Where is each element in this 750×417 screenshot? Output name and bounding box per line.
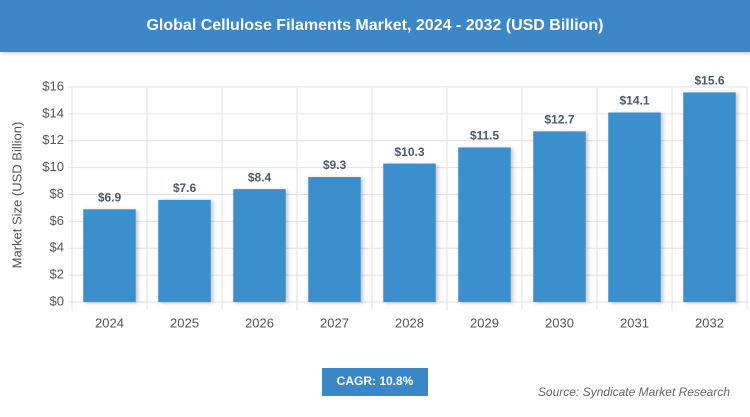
y-tick-label: $8 <box>50 186 64 201</box>
y-tick-label: $16 <box>42 78 64 93</box>
bar <box>158 199 211 302</box>
value-label: $11.5 <box>470 129 500 143</box>
x-tick-label: 2032 <box>695 315 724 330</box>
source-note: Source: Syndicate Market Research <box>538 385 730 399</box>
y-tick-label: $12 <box>42 132 64 147</box>
cagr-label: CAGR: 10.8% <box>337 374 414 388</box>
bar <box>83 209 136 302</box>
header-bar <box>0 0 750 52</box>
value-label: $7.6 <box>173 181 197 195</box>
value-label: $10.3 <box>394 145 424 159</box>
y-tick-label: $6 <box>50 213 64 228</box>
value-label: $14.1 <box>619 94 649 108</box>
y-tick-label: $10 <box>42 159 64 174</box>
x-tick-label: 2024 <box>95 315 124 330</box>
y-tick-label: $14 <box>42 105 64 120</box>
x-tick-label: 2030 <box>545 315 574 330</box>
y-tick-label: $4 <box>50 240 64 255</box>
y-axis-title: Market Size (USD Billion) <box>9 122 24 269</box>
value-label: $8.4 <box>248 170 272 184</box>
bar <box>683 92 736 302</box>
bar <box>608 112 661 302</box>
bar <box>458 147 511 302</box>
y-tick-label: $0 <box>50 293 64 308</box>
value-label: $6.9 <box>98 190 122 204</box>
value-label: $12.7 <box>544 113 574 127</box>
value-label: $9.3 <box>323 158 347 172</box>
x-tick-label: 2031 <box>620 315 649 330</box>
value-label: $15.6 <box>694 74 724 88</box>
cagr-box <box>322 368 428 396</box>
bar <box>308 177 361 302</box>
x-tick-label: 2026 <box>245 315 274 330</box>
bar <box>383 163 436 302</box>
bar <box>233 189 286 302</box>
bar <box>533 131 586 302</box>
x-tick-label: 2029 <box>470 315 499 330</box>
x-tick-label: 2027 <box>320 315 349 330</box>
x-tick-label: 2025 <box>170 315 199 330</box>
x-tick-label: 2028 <box>395 315 424 330</box>
y-tick-label: $2 <box>50 267 64 282</box>
chart-title: Global Cellulose Filaments Market, 2024 … <box>146 17 603 34</box>
